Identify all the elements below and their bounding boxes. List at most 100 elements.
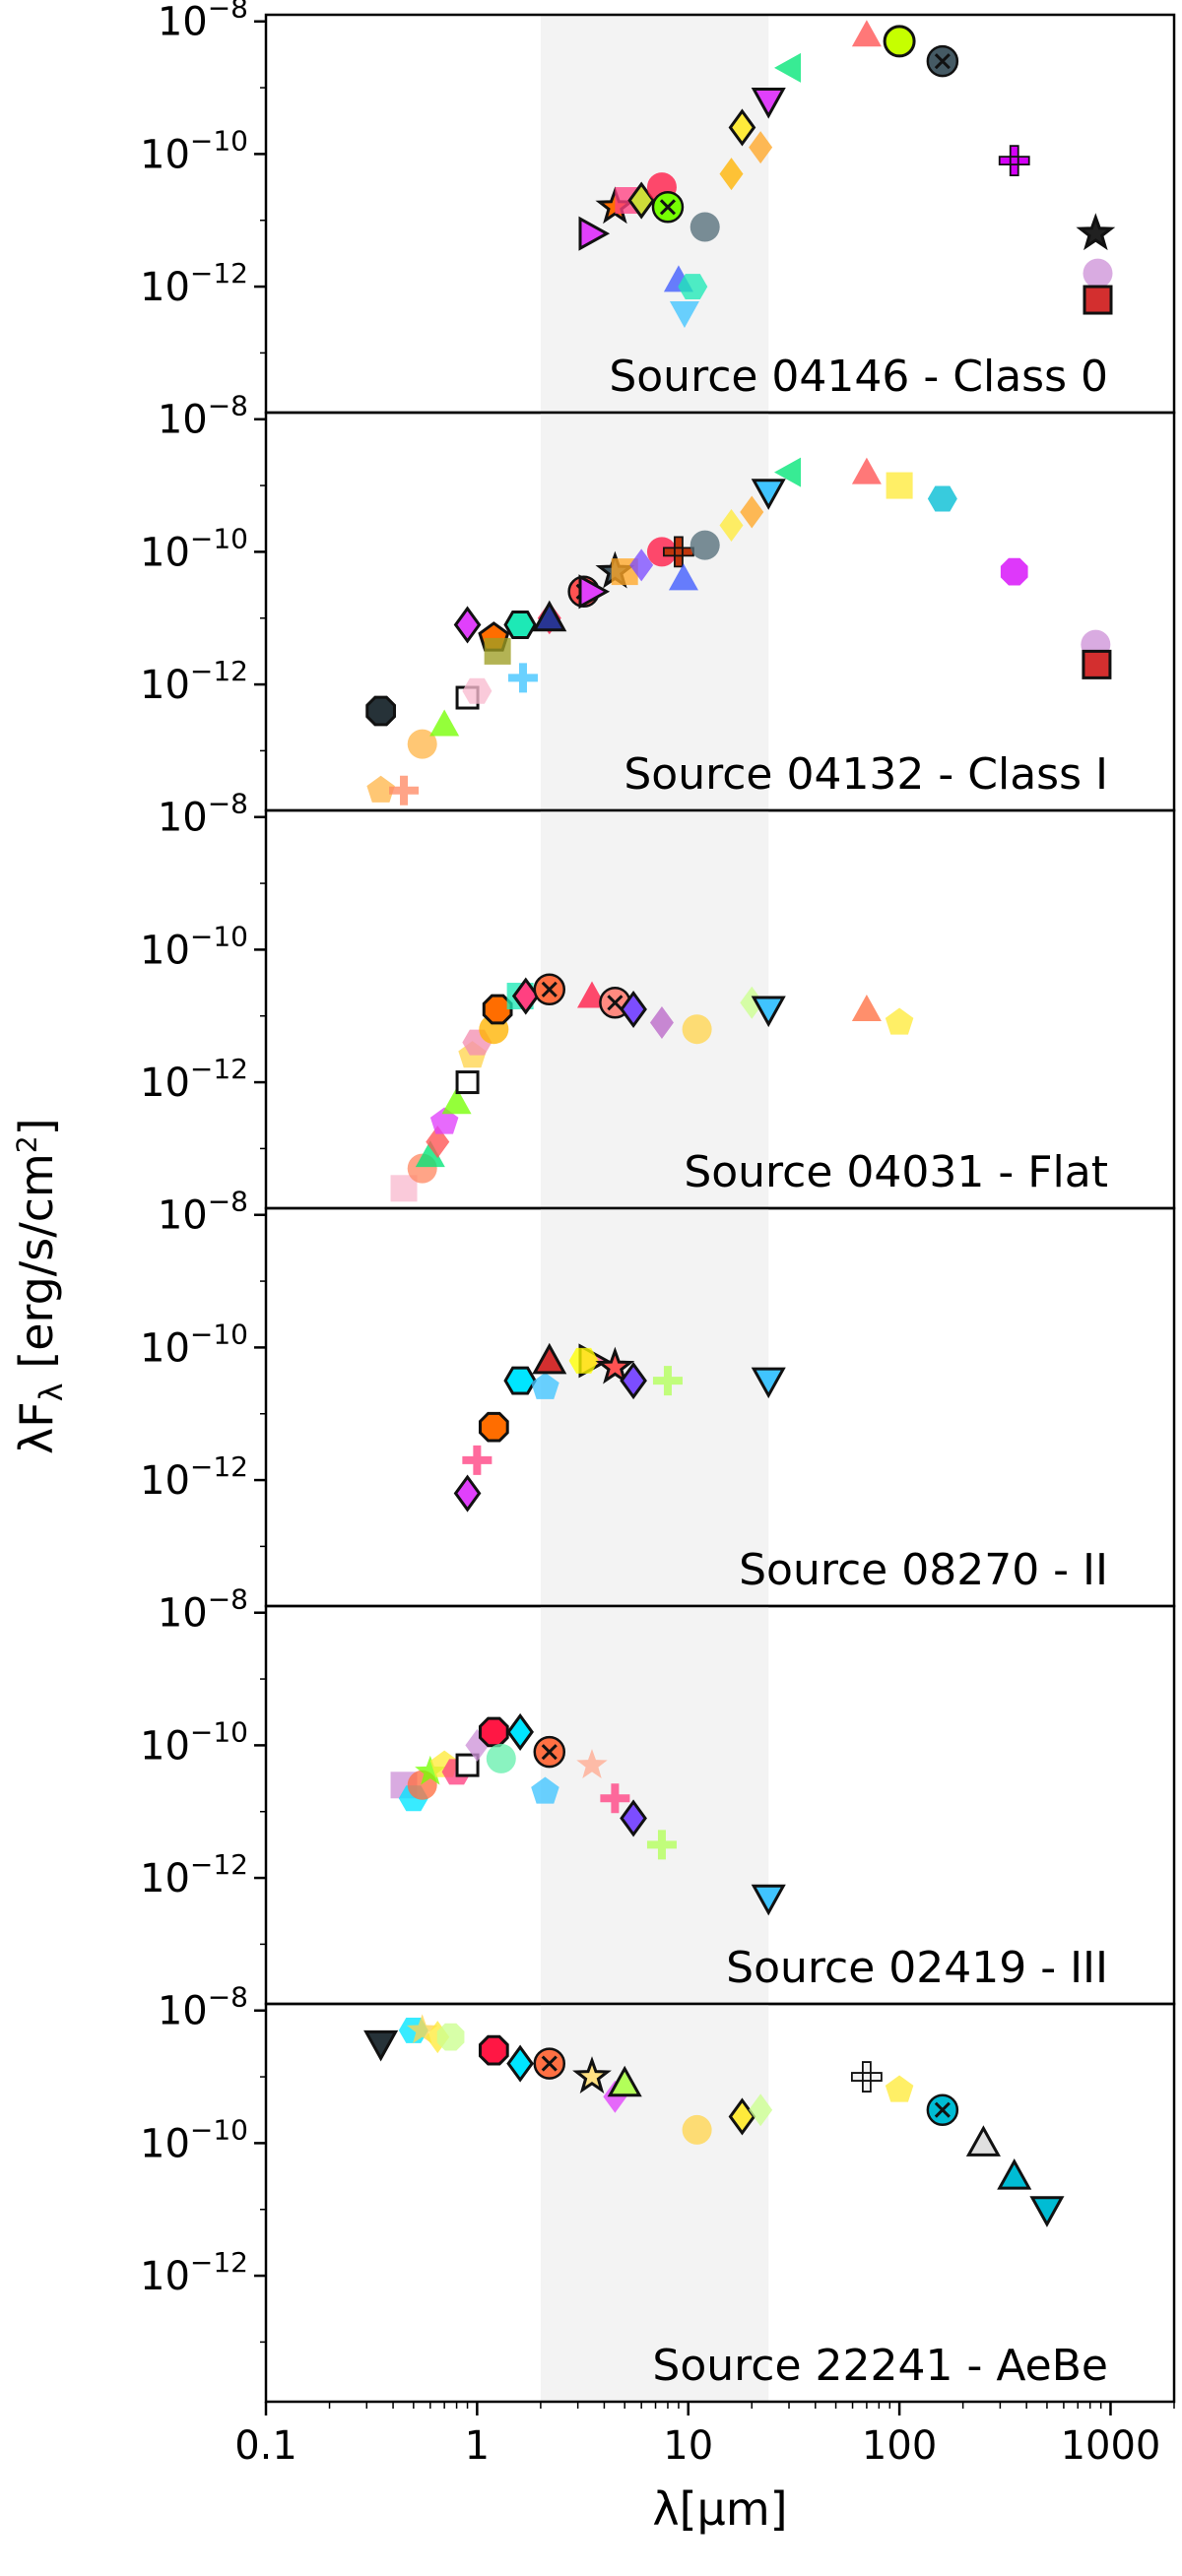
panel-label: Source 04146 - Class 0 <box>609 352 1108 402</box>
panel-6: 10−8 10−10 10−12 Source 22241 - AeBe <box>140 1981 1176 2404</box>
data-point-hexagon <box>927 485 957 512</box>
data-point-triangle <box>532 600 567 632</box>
data-point-octagon <box>365 695 396 727</box>
x-tick-label: 100 <box>862 2423 937 2469</box>
data-point-circle <box>682 1014 712 1045</box>
data-point-diamond <box>453 606 482 644</box>
data-point-square <box>1083 285 1113 315</box>
data-point-triangle <box>441 1087 472 1115</box>
data-point-diamond <box>627 181 656 220</box>
data-point-pentagon <box>366 775 395 803</box>
x-tick-label: 10 <box>663 2423 713 2469</box>
data-point-triangle <box>415 1140 445 1168</box>
data-point-hexagon <box>568 1347 599 1374</box>
y-tick-label: 10−12 <box>140 257 248 310</box>
data-point-star <box>415 1755 446 1785</box>
panel-label: Source 08270 - II <box>739 1545 1108 1595</box>
data-point-circle <box>690 212 720 242</box>
y-tick-label: 10−12 <box>140 1848 248 1901</box>
y-tick-label: 10−8 <box>158 788 248 841</box>
y-tick-label: 10−12 <box>140 1450 248 1504</box>
data-point-diamond <box>719 508 744 542</box>
data-point-tri-down <box>751 88 786 119</box>
data-point-x <box>926 44 959 78</box>
data-point-triangle <box>668 563 698 591</box>
x-tick-label: 0.1 <box>234 2423 297 2469</box>
panel-2: 10−8 10−10 10−12 Source 04132 - Class I <box>140 390 1176 812</box>
y-tick-label: 10−10 <box>140 920 248 973</box>
data-point-tri-right <box>578 216 611 251</box>
x-axis-label: λ[μm] <box>652 2482 787 2536</box>
data-point-star <box>1076 213 1116 251</box>
data-point-circle <box>486 1743 516 1773</box>
data-point-square-open <box>455 1753 480 1777</box>
y-tick-label: 10−12 <box>140 1053 248 1106</box>
data-point-tri-left <box>774 457 802 487</box>
data-point-square <box>484 637 511 665</box>
panel-label: Source 02419 - III <box>726 1943 1108 1993</box>
panel-1: 10−8 10−10 10−12 Source 04146 - Class 0 <box>140 0 1176 415</box>
data-point-diamond <box>728 108 756 147</box>
panel-label: Source 04031 - Flat <box>684 1147 1108 1197</box>
data-point-octagon <box>478 1411 509 1443</box>
y-tick-label: 10−8 <box>158 1186 248 1239</box>
data-point-octagon <box>478 1716 509 1748</box>
data-point-tri-right <box>578 574 611 610</box>
data-point-pentagon <box>885 1007 914 1035</box>
y-tick-label: 10−8 <box>158 0 248 45</box>
data-point-diamond <box>649 1005 674 1039</box>
data-point-circle <box>646 537 677 567</box>
y-tick-label: 10−8 <box>158 1583 248 1637</box>
data-point-circle <box>690 530 720 560</box>
data-point-diamond <box>453 1474 482 1513</box>
data-point-triangle <box>532 1342 567 1375</box>
panel-label: Source 04132 - Class I <box>624 749 1108 800</box>
shaded-band <box>540 1208 769 1606</box>
data-point-hexagon <box>678 274 708 300</box>
data-point-tri-down <box>751 1367 786 1399</box>
data-point-star <box>595 1346 635 1385</box>
shaded-band <box>540 2004 769 2402</box>
shaded-band <box>540 810 769 1208</box>
data-point-plus <box>600 1783 630 1814</box>
data-point-tri-left <box>774 52 802 83</box>
y-tick-label: 10−10 <box>140 124 248 177</box>
panel-3: 10−8 10−10 10−12 Source 04031 - Flat <box>140 788 1176 1210</box>
data-point-x <box>533 2047 566 2080</box>
data-point-triangle <box>965 2125 1001 2157</box>
data-point-octagon <box>478 2034 509 2066</box>
data-point-x <box>651 191 685 224</box>
data-point-triangle <box>429 709 460 737</box>
data-point-triangle <box>997 2157 1032 2190</box>
data-point-triangle <box>851 457 882 484</box>
data-point-hexagon <box>503 610 537 639</box>
data-point-diamond <box>719 158 744 191</box>
data-point-square <box>886 472 913 499</box>
y-tick-label: 10−12 <box>140 655 248 708</box>
data-point-diamond <box>740 986 764 1019</box>
y-tick-label: 10−10 <box>140 1715 248 1769</box>
data-point-pentagon <box>531 1372 559 1399</box>
panel-frame <box>264 2002 1176 2404</box>
data-point-tri-down <box>751 1884 786 1916</box>
data-point-circle <box>883 25 916 58</box>
y-axis-label: λFλ [erg/s/cm2] <box>10 1118 71 1454</box>
data-point-diamond <box>749 2093 773 2127</box>
data-point-square <box>1082 649 1112 679</box>
y-tick-label: 10−8 <box>158 390 248 443</box>
data-point-tri-down <box>363 2029 399 2062</box>
data-point-diamond <box>620 1799 647 1837</box>
y-tick-label: 10−8 <box>158 1981 248 2034</box>
data-point-diamond <box>620 990 647 1029</box>
data-point-circle <box>682 2114 712 2145</box>
data-point-diamond <box>629 548 654 582</box>
data-point-diamond <box>749 131 773 164</box>
data-point-tri-down <box>669 301 699 328</box>
data-point-diamond <box>506 1712 534 1751</box>
data-point-plus <box>507 663 538 693</box>
data-point-tri-down <box>751 996 786 1028</box>
shaded-band <box>540 413 769 810</box>
panel-4: 10−8 10−10 10−12 Source 08270 - II <box>140 1186 1176 1608</box>
data-point-triangle <box>851 20 882 47</box>
data-point-star <box>572 2056 612 2094</box>
